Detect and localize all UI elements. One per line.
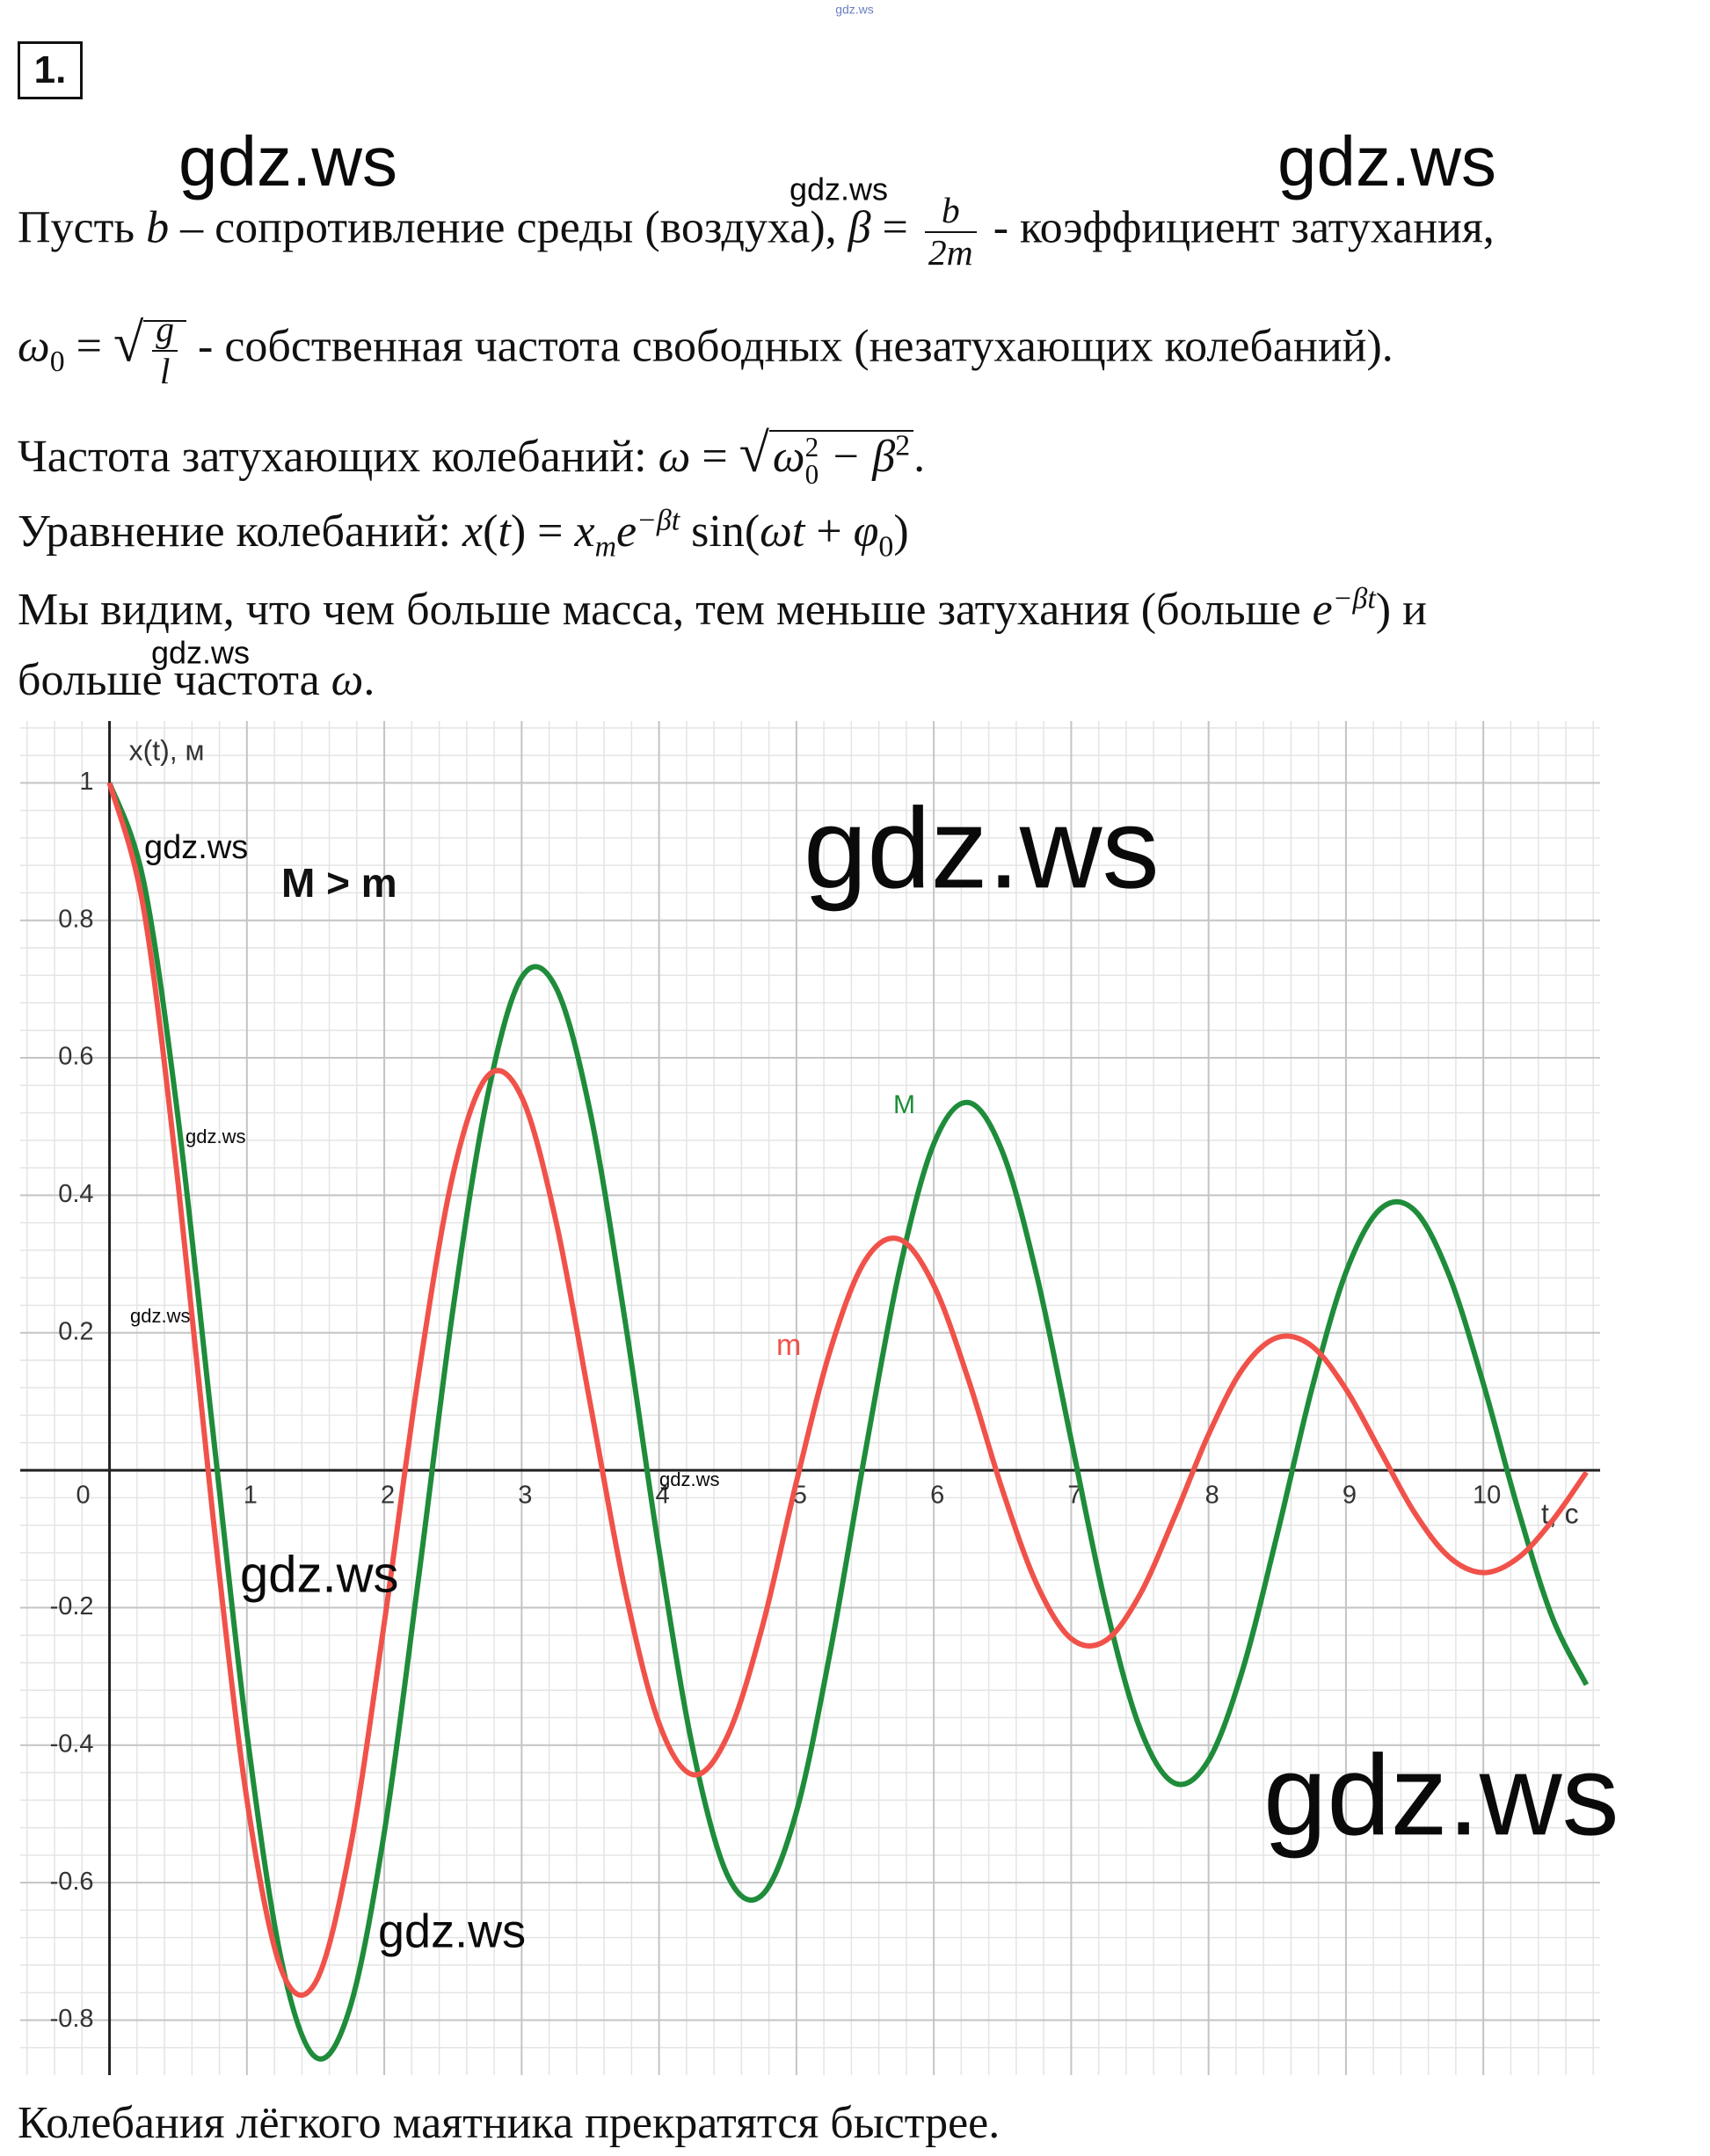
text: – сопротивление среды (воздуха), (169, 202, 848, 253)
annotation: M > m (281, 860, 397, 906)
math: ) = (510, 506, 575, 557)
math: sin( (680, 506, 760, 557)
text: Пусть (18, 202, 147, 253)
text: . (913, 432, 926, 482)
math: ( (483, 506, 498, 557)
y-tick-label: 1 (79, 768, 93, 796)
text: больше частота (18, 655, 331, 705)
x-tick-label: 4 (656, 1482, 670, 1510)
y-axis-label: x(t), м (129, 734, 205, 766)
x-tick-label: 6 (930, 1482, 944, 1510)
y-tick-label: -0.6 (50, 1868, 94, 1896)
math: + (804, 506, 854, 557)
math: ω (658, 432, 691, 482)
x-tick-label: 8 (1205, 1482, 1219, 1510)
task-number: 1. (18, 41, 83, 99)
text: - собственная частота свободных (незатух… (186, 321, 1393, 372)
y-tick-label: 0.2 (58, 1317, 93, 1345)
math: β (848, 202, 871, 253)
math: −βt (637, 504, 680, 537)
math: ω (18, 321, 50, 372)
math: 2 (895, 429, 911, 463)
math: 0 (804, 459, 819, 491)
denominator: l (159, 350, 171, 391)
numerator: b (924, 190, 977, 233)
text: - коэффициент затухания, (981, 202, 1495, 253)
math: 0 (49, 346, 65, 379)
series-line (106, 782, 1589, 1998)
sqrt-sign: √ (739, 423, 769, 484)
text-line: Частота затухающих колебаний: ω = √ω 2 0 −… (18, 423, 926, 491)
denominator: 2m (928, 231, 973, 273)
fraction: b 2m (924, 190, 977, 273)
math: x (574, 506, 595, 557)
series-label: m (776, 1329, 801, 1362)
y-tick-label: -0.8 (50, 2005, 94, 2033)
x-tick-label: 10 (1473, 1482, 1501, 1510)
math: ) (893, 506, 909, 557)
math: = (64, 321, 113, 372)
series-line (106, 782, 1590, 2062)
math: t (498, 506, 511, 557)
text-line: Пусть b – сопротивление среды (воздуха),… (18, 190, 1495, 273)
text-line: Мы видим, что чем больше масса, тем мень… (18, 582, 1427, 638)
y-tick-label: 0.4 (58, 1180, 93, 1208)
math: ω (331, 655, 364, 705)
series-label: M (893, 1090, 915, 1119)
x-tick-label: 2 (381, 1482, 395, 1510)
text-line: ω0 = √ g l - собственная частота свободных… (18, 309, 1393, 392)
text: Уравнение колебаний: (18, 506, 462, 557)
math: e (616, 506, 637, 557)
text: Частота затухающих колебаний: (18, 432, 659, 482)
math: ωt (760, 506, 805, 557)
text-line: больше частота ω. (18, 652, 375, 709)
numerator: g (152, 309, 178, 352)
text: Мы видим, что чем больше масса, тем мень… (18, 585, 1313, 635)
text: ) и (1375, 585, 1427, 635)
sqrt-sign: √ (113, 312, 144, 374)
math: b (146, 202, 170, 253)
x-tick-label: 9 (1343, 1482, 1357, 1510)
y-tick-label: -0.4 (50, 1730, 94, 1758)
math: −βt (1332, 582, 1376, 615)
y-tick-label: -0.2 (50, 1592, 94, 1621)
y-tick-label: 0.6 (58, 1043, 93, 1071)
math: = (690, 432, 739, 482)
math: x (462, 506, 484, 557)
math: e (1312, 585, 1333, 635)
math: = (870, 202, 920, 253)
x-tick-label: 0 (76, 1482, 90, 1510)
math: m (594, 530, 617, 564)
x-tick-label: 3 (518, 1482, 532, 1510)
y-tick-label: 0.8 (58, 905, 93, 933)
x-tick-label: 1 (244, 1482, 258, 1510)
text: . (363, 655, 375, 705)
footer-text: Колебания лёгкого маятника прекратятся б… (18, 2098, 1001, 2148)
math: 2 (804, 431, 819, 463)
math: 0 (878, 530, 894, 564)
x-tick-label: 7 (1067, 1482, 1081, 1510)
math: φ (853, 506, 879, 557)
math: − β (819, 432, 896, 482)
text-line: Уравнение колебаний: x(t) = xme−βt sin(ω… (18, 504, 909, 564)
math: ω (772, 432, 805, 482)
